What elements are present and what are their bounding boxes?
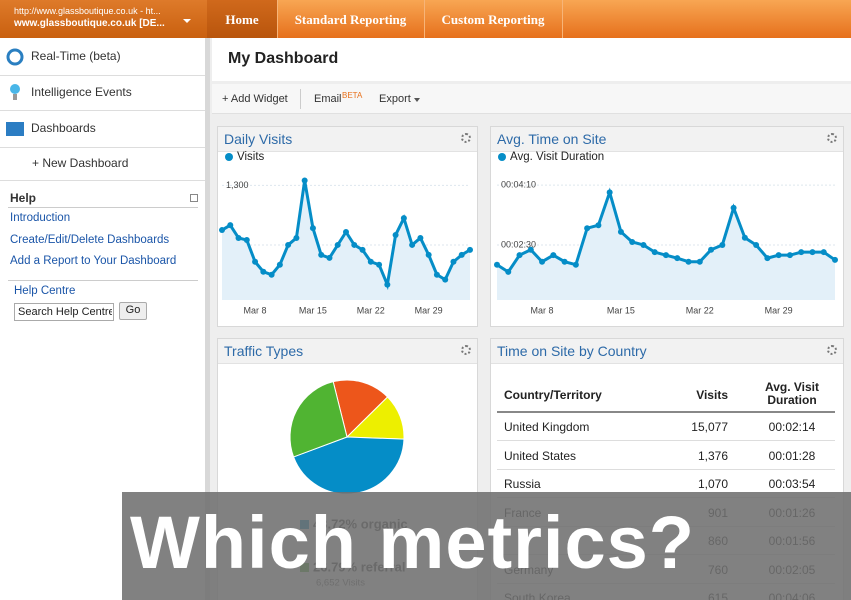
toolbar-separator xyxy=(300,89,301,109)
export-button[interactable]: Export xyxy=(379,93,411,105)
bulb-base xyxy=(13,94,17,100)
email-button[interactable]: Email xyxy=(314,93,342,105)
beta-badge: BETA xyxy=(342,91,363,100)
export-arrow[interactable] xyxy=(414,98,420,102)
widget-header xyxy=(218,127,477,152)
settings-icon[interactable] xyxy=(827,345,837,355)
widget-header xyxy=(491,127,843,152)
tab-active-bg xyxy=(207,0,277,38)
duration-cell: 00:03:54 xyxy=(768,477,816,491)
site-name[interactable]: www.glassboutique.co.uk [DE... xyxy=(14,18,165,29)
help-link[interactable]: Create/Edit/Delete Dashboards xyxy=(10,234,170,246)
search-input[interactable] xyxy=(14,303,114,321)
row-divider xyxy=(497,440,835,441)
visits-cell: 1,376 xyxy=(697,448,728,463)
tab[interactable]: Home xyxy=(225,12,259,27)
tab-separator xyxy=(562,0,563,38)
divider xyxy=(0,110,205,111)
dropdown-arrow[interactable] xyxy=(183,19,191,23)
widget-title: Time on Site by Country xyxy=(497,343,647,359)
widget-title: Daily Visits xyxy=(224,131,293,147)
country-cell[interactable]: United States xyxy=(504,448,577,463)
column-header: Visits xyxy=(696,388,728,402)
tab-separator xyxy=(277,0,278,38)
help-link[interactable]: Introduction xyxy=(10,212,71,224)
sidebar-item[interactable]: Real-Time (beta) xyxy=(31,49,121,63)
widget-header xyxy=(218,339,477,364)
column-header: Avg. Visit Duration xyxy=(764,380,820,407)
title-band xyxy=(212,38,851,81)
account-selector[interactable] xyxy=(0,0,207,38)
settings-icon[interactable] xyxy=(461,133,471,143)
sidebar-icons xyxy=(6,48,24,136)
row-divider xyxy=(497,468,835,470)
visits-cell: 15,077 xyxy=(691,420,728,434)
help-centre-link[interactable]: Help Centre xyxy=(14,285,76,297)
visits-cell: 1,070 xyxy=(697,477,728,491)
realtime-icon xyxy=(6,48,24,66)
duration-cell: 00:01:28 xyxy=(768,448,816,463)
settings-icon[interactable] xyxy=(827,133,837,143)
toolbar xyxy=(212,84,851,114)
tab-separator xyxy=(424,0,425,38)
bulb-icon xyxy=(10,84,20,94)
site-url[interactable]: http://www.glassboutique.co.uk - ht... xyxy=(14,6,161,16)
help-title: Help xyxy=(10,191,37,205)
duration-cell: 00:02:14 xyxy=(768,420,816,434)
divider xyxy=(8,207,198,208)
tab[interactable]: Standard Reporting xyxy=(294,12,407,27)
divider xyxy=(8,280,198,281)
divider xyxy=(0,75,205,76)
country-cell[interactable]: Russia xyxy=(504,477,541,491)
widget-title: Traffic Types xyxy=(224,343,304,359)
caption-text: Which metrics? xyxy=(130,501,695,584)
sidebar-item[interactable]: Intelligence Events xyxy=(31,85,132,99)
widget-title: Avg. Time on Site xyxy=(497,131,607,147)
collapse-icon[interactable] xyxy=(190,194,198,202)
column-header: Country/Territory xyxy=(504,388,602,402)
tab[interactable]: Custom Reporting xyxy=(441,12,545,27)
settings-icon[interactable] xyxy=(461,345,471,355)
help-link[interactable]: Add a Report to Your Dashboard xyxy=(10,255,177,267)
table-header-line xyxy=(497,411,835,413)
dashboard-title: My Dashboard xyxy=(228,50,339,67)
widget xyxy=(490,126,844,327)
white-square xyxy=(30,503,108,578)
divider xyxy=(0,180,205,181)
country-cell[interactable]: United Kingdom xyxy=(504,420,590,434)
caption-overlay xyxy=(122,492,851,600)
new-dashboard[interactable]: + New Dashboard xyxy=(32,156,129,170)
search-placeholder[interactable]: Search Help Centre xyxy=(18,306,112,318)
dashboard-icon xyxy=(6,122,24,136)
go-button[interactable] xyxy=(119,302,147,320)
widget-header xyxy=(491,339,843,364)
go-label[interactable]: Go xyxy=(125,304,141,316)
add-widget[interactable]: + Add Widget xyxy=(222,93,288,105)
widget xyxy=(217,126,478,327)
divider xyxy=(0,147,205,148)
sidebar-item[interactable]: Dashboards xyxy=(31,121,96,135)
